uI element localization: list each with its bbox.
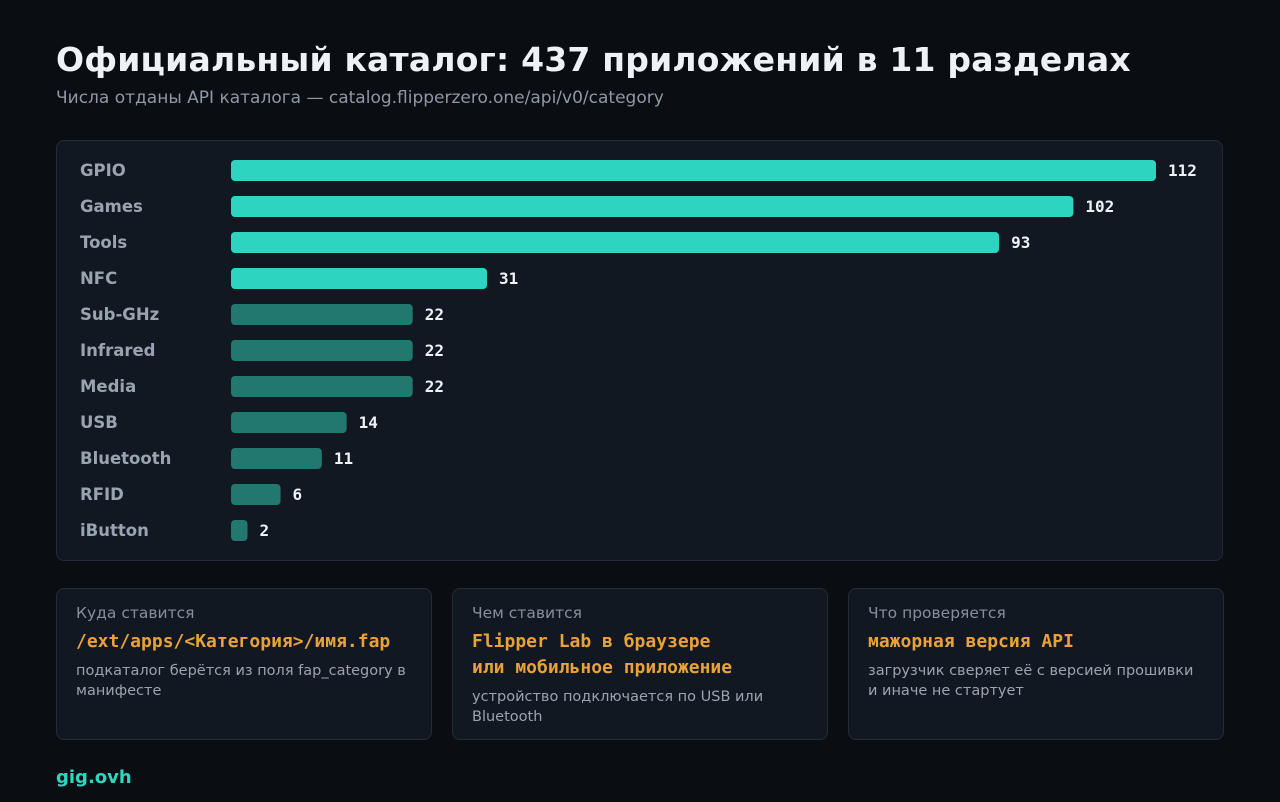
card-description: устройство подключается по USB или Bluet… — [472, 689, 764, 725]
category-label: NFC — [80, 269, 117, 288]
card-install-location: Куда ставится /ext/apps/<Категория>/имя.… — [56, 588, 432, 740]
category-label: Sub-GHz — [80, 305, 159, 324]
value-label: 22 — [425, 377, 444, 396]
bar-ibutton — [231, 520, 248, 541]
brand-link[interactable]: gig.ovh — [56, 767, 132, 788]
bar-nfc — [231, 268, 488, 289]
bar-chart-panel: GPIO 112 Games 102 Tools 93 NFC 31 Sub-GHz 22 Infr… — [56, 140, 1223, 561]
bar-media — [231, 376, 413, 397]
card-value: мажорная версия API — [868, 631, 1074, 652]
card-install-method: Чем ставится Flipper Lab в браузере или … — [452, 588, 828, 740]
card-description: подкаталог берётся из поля fap_category … — [76, 663, 406, 699]
category-label: GPIO — [80, 161, 126, 180]
value-label: 112 — [1168, 161, 1197, 180]
bar-infrared — [231, 340, 413, 361]
card-value: Flipper Lab в браузере или мобильное при… — [472, 631, 733, 678]
value-label: 14 — [359, 413, 378, 432]
card-verification: Что проверяется мажорная версия API загр… — [848, 588, 1224, 740]
bar-bluetooth — [231, 448, 322, 469]
category-label: USB — [80, 413, 118, 432]
bar-tools — [231, 232, 1000, 253]
category-label: RFID — [80, 485, 124, 504]
category-label: Bluetooth — [80, 449, 171, 468]
category-label: Tools — [80, 233, 127, 252]
bar-gpio — [231, 160, 1156, 181]
category-label: iButton — [80, 521, 149, 540]
bar-rfid — [231, 484, 281, 505]
value-label: 2 — [260, 521, 270, 540]
value-label: 93 — [1011, 233, 1030, 252]
value-label: 11 — [334, 449, 353, 468]
card-label: Чем ставится — [472, 604, 582, 622]
category-label: Infrared — [80, 341, 155, 360]
value-label: 6 — [293, 485, 303, 504]
card-value: /ext/apps/<Категория>/имя.fap — [76, 631, 391, 652]
value-label: 22 — [425, 305, 444, 324]
value-label: 22 — [425, 341, 444, 360]
value-label: 31 — [499, 269, 518, 288]
category-label: Media — [80, 377, 136, 396]
bar-games — [231, 196, 1074, 217]
page-subtitle: Числа отданы API каталога — catalog.flip… — [56, 88, 664, 108]
bar-usb — [231, 412, 347, 433]
card-description: загрузчик сверяет её с версией прошивки … — [868, 663, 1194, 699]
category-label: Games — [80, 197, 143, 216]
page-title: Официальный каталог: 437 приложений в 11… — [56, 40, 1131, 79]
card-label: Куда ставится — [76, 604, 195, 622]
value-label: 102 — [1085, 197, 1114, 216]
card-label: Что проверяется — [868, 604, 1006, 622]
bar-sub-ghz — [231, 304, 413, 325]
